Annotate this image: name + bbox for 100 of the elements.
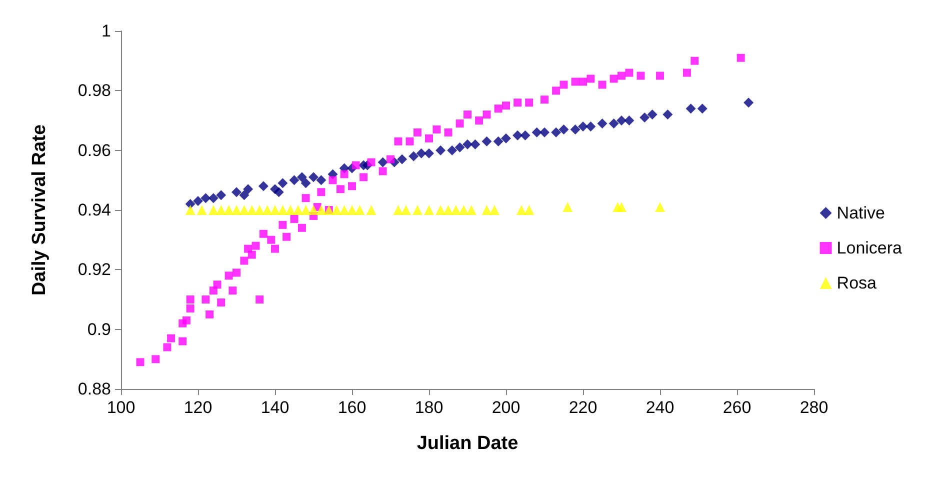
point xyxy=(208,193,218,204)
x-tick-label: 120 xyxy=(184,398,212,417)
point xyxy=(443,205,454,215)
point xyxy=(208,205,218,215)
y-tick-label: 0.96 xyxy=(78,140,111,160)
point xyxy=(274,187,284,198)
point xyxy=(493,136,504,146)
point xyxy=(216,190,226,200)
point xyxy=(416,148,426,158)
point xyxy=(616,202,626,212)
point xyxy=(686,104,696,114)
point xyxy=(501,133,511,144)
point xyxy=(454,142,465,152)
point xyxy=(308,172,318,182)
point xyxy=(616,116,626,126)
point xyxy=(243,184,254,194)
point xyxy=(196,205,207,215)
point xyxy=(393,205,404,215)
point xyxy=(400,205,411,215)
point xyxy=(570,124,580,134)
point xyxy=(744,98,754,108)
point xyxy=(516,205,526,215)
point xyxy=(339,205,350,215)
point xyxy=(239,190,250,200)
x-tick-label: 240 xyxy=(646,398,674,417)
point xyxy=(354,205,365,215)
point xyxy=(512,130,523,140)
point xyxy=(378,157,388,168)
point xyxy=(232,187,242,198)
point xyxy=(470,139,480,150)
x-tick-label: 200 xyxy=(492,398,520,417)
point xyxy=(316,205,326,215)
point xyxy=(482,205,492,215)
x-tick-label: 280 xyxy=(800,398,828,417)
point xyxy=(466,205,476,215)
point xyxy=(524,205,534,215)
point xyxy=(482,136,492,146)
y-tick-label: 0.98 xyxy=(78,81,111,100)
point xyxy=(316,175,326,186)
point xyxy=(462,139,472,150)
y-axis-title: Daily Survival Rate xyxy=(29,124,50,296)
point xyxy=(578,121,588,132)
point xyxy=(655,202,665,212)
point xyxy=(193,196,203,206)
point xyxy=(436,145,446,156)
point xyxy=(200,193,211,204)
point xyxy=(246,205,257,215)
point xyxy=(489,205,500,215)
point xyxy=(308,205,318,215)
x-tick-label: 160 xyxy=(338,398,366,417)
point xyxy=(296,172,307,182)
point xyxy=(285,205,296,215)
point xyxy=(239,205,250,215)
x-axis-title: Julian Date xyxy=(416,433,518,454)
point xyxy=(300,178,311,188)
point xyxy=(450,205,461,215)
point xyxy=(185,205,196,215)
point xyxy=(278,205,288,215)
y-tick-label: 0.94 xyxy=(78,200,111,220)
point xyxy=(262,205,272,215)
point xyxy=(254,205,265,215)
x-tick-label: 260 xyxy=(722,398,752,417)
point xyxy=(424,205,434,215)
point xyxy=(558,124,569,134)
x-tick-label: 140 xyxy=(260,398,290,417)
point xyxy=(597,118,608,128)
point xyxy=(562,202,573,212)
point xyxy=(278,178,288,188)
point xyxy=(224,205,234,215)
point xyxy=(540,127,550,138)
point xyxy=(300,205,311,215)
point xyxy=(289,175,300,186)
legend-label: Rosa xyxy=(836,274,878,292)
point xyxy=(412,205,422,215)
x-tick-label: 180 xyxy=(414,398,444,417)
point xyxy=(232,205,242,215)
point xyxy=(347,205,357,215)
y-tick-label: 0.88 xyxy=(78,380,111,398)
point xyxy=(662,110,673,120)
x-tick-label: 220 xyxy=(568,398,598,417)
point xyxy=(447,145,458,156)
point xyxy=(532,127,542,138)
legend-label: Lonicera xyxy=(836,238,903,258)
point xyxy=(258,181,268,192)
point xyxy=(520,130,530,140)
point xyxy=(458,205,469,215)
y-tick-label: 1 xyxy=(102,22,111,40)
legend-label: Native xyxy=(836,204,885,222)
point xyxy=(551,127,562,138)
y-tick-label: 0.9 xyxy=(87,320,111,339)
point xyxy=(293,205,304,215)
point xyxy=(608,118,619,128)
point xyxy=(366,205,376,215)
point xyxy=(586,121,596,132)
point xyxy=(408,151,419,162)
point xyxy=(624,116,634,126)
point xyxy=(424,148,434,158)
point xyxy=(640,112,650,123)
point xyxy=(216,205,226,215)
point xyxy=(436,205,446,215)
